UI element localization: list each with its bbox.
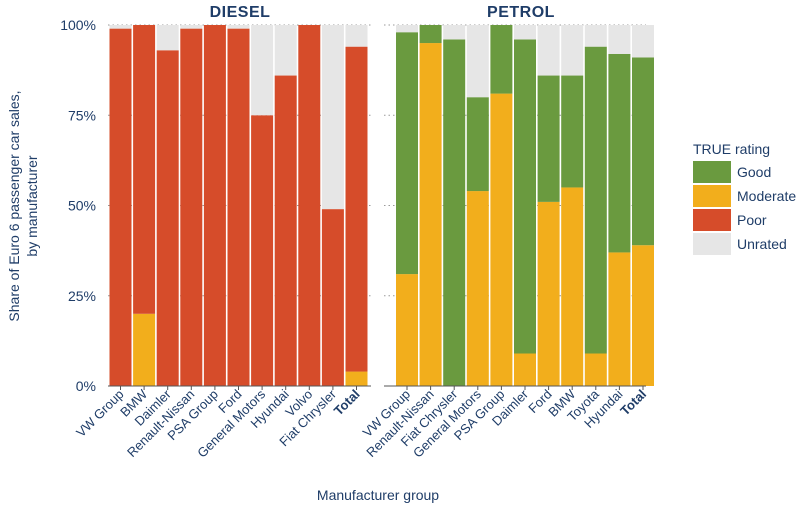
bar-segment-unrated — [251, 25, 274, 116]
bar-segment-moderate — [608, 252, 631, 386]
bar-segment-unrated — [443, 25, 466, 40]
legend-label-moderate: Moderate — [737, 188, 796, 204]
y-tick-label: 50% — [68, 198, 96, 214]
legend-label-unrated: Unrated — [737, 236, 787, 252]
bar-segment-unrated — [537, 25, 560, 76]
bar-segment-unrated — [584, 25, 607, 47]
bar-segment-poor — [274, 75, 297, 386]
bar-segment-poor — [180, 28, 203, 387]
bar-segment-unrated — [274, 25, 297, 76]
y-axis-title-line-2: by manufacturer — [24, 155, 40, 256]
bar-segment-moderate — [345, 371, 368, 386]
bar-segment-good — [443, 39, 466, 386]
y-tick-label: 100% — [60, 17, 96, 33]
panel-title-petrol: PETROL — [487, 4, 555, 21]
bars — [109, 25, 654, 387]
legend-swatch-good — [693, 161, 731, 183]
y-tick-label: 25% — [68, 288, 96, 304]
bar-segment-unrated — [180, 25, 203, 29]
bar-segment-unrated — [514, 25, 536, 40]
bar-segment-good — [466, 97, 489, 192]
bar-segment-poor — [298, 25, 321, 386]
bar-segment-moderate — [419, 43, 442, 387]
bar-segment-good — [632, 57, 654, 246]
legend-swatch-moderate — [693, 185, 731, 207]
bar-segment-poor — [321, 209, 344, 386]
bar-segment-moderate — [466, 191, 489, 386]
bar-segment-moderate — [584, 353, 607, 386]
legend-title: TRUE rating — [693, 141, 770, 157]
legend: TRUE rating Good Moderate Poor Unrated — [693, 141, 796, 255]
bar-segment-poor — [109, 28, 132, 387]
bar-segment-unrated — [345, 25, 368, 47]
bar-segment-poor — [133, 25, 156, 314]
x-axis-title: Manufacturer group — [317, 487, 439, 503]
legend-label-poor: Poor — [737, 212, 767, 228]
legend-label-good: Good — [737, 164, 771, 180]
bar-segment-moderate — [133, 313, 156, 386]
bar-segment-unrated — [632, 25, 654, 58]
legend-swatch-unrated — [693, 233, 731, 255]
bar-segment-good — [561, 75, 584, 188]
bar-segment-poor — [203, 25, 226, 386]
legend-swatch-poor — [693, 209, 731, 231]
bar-segment-good — [419, 25, 442, 44]
y-tick-label: 0% — [76, 378, 96, 394]
bar-segment-unrated — [396, 25, 418, 33]
bar-segment-good — [608, 53, 631, 253]
bar-segment-moderate — [561, 187, 584, 386]
y-axis-title-line-1: Share of Euro 6 passenger car sales, — [6, 90, 22, 321]
bar-segment-poor — [227, 28, 250, 387]
bar-segment-unrated — [227, 25, 250, 29]
bar-segment-unrated — [561, 25, 584, 76]
bar-segment-good — [490, 25, 513, 94]
bar-segment-poor — [156, 50, 179, 387]
x-category-label: Total — [331, 387, 363, 419]
bar-segment-poor — [251, 115, 274, 386]
bar-segment-unrated — [156, 25, 179, 51]
bar-segment-unrated — [109, 25, 132, 29]
bar-segment-good — [396, 32, 418, 275]
bar-segment-moderate — [537, 201, 560, 386]
bar-segment-unrated — [321, 25, 344, 210]
panel-title-diesel: DIESEL — [210, 4, 271, 21]
x-category-label: VW Group — [73, 387, 127, 441]
bar-segment-moderate — [514, 353, 536, 386]
bar-segment-good — [537, 75, 560, 202]
bar-segment-moderate — [490, 93, 513, 386]
bar-segment-good — [584, 46, 607, 354]
bar-segment-unrated — [608, 25, 631, 54]
x-category-label: Total — [617, 387, 649, 419]
y-tick-label: 75% — [68, 107, 96, 123]
bar-segment-moderate — [396, 274, 418, 386]
bar-segment-moderate — [632, 245, 654, 386]
bar-segment-unrated — [466, 25, 489, 98]
bar-segment-good — [514, 39, 536, 354]
bar-segment-poor — [345, 46, 368, 372]
